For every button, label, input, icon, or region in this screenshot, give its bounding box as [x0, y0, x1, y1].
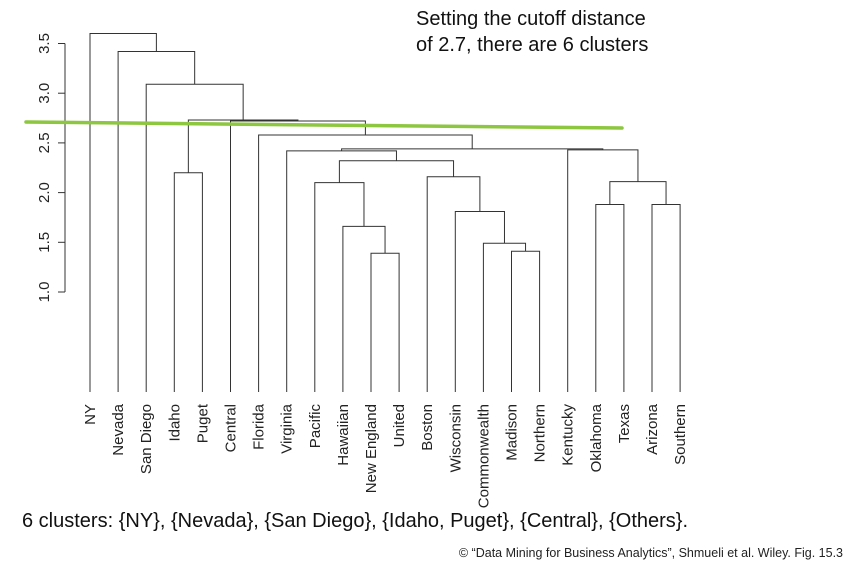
leaf-label-new-england: New England — [363, 404, 380, 493]
y-tick-label-1-5: 1.5 — [36, 232, 53, 253]
leaf-label-oklahoma: Oklahoma — [588, 403, 605, 472]
merge-link-10 — [173, 172, 203, 392]
leaf-label-arizona: Arizona — [644, 403, 661, 455]
merge-link-3 — [482, 242, 527, 392]
y-tick-label-2-0: 2.0 — [36, 182, 53, 203]
leaf-label-hawaiian: Hawaiian — [335, 404, 352, 466]
leaf-label-san-diego: San Diego — [138, 404, 155, 474]
merge-link-5 — [595, 204, 625, 392]
merge-link-16 — [230, 120, 366, 392]
leaf-label-idaho: Idaho — [166, 404, 183, 442]
merge-link-1 — [511, 250, 541, 392]
leaf-label-virginia: Virginia — [279, 403, 296, 453]
dendrogram-chart: 1.0 1.5 2.0 2.5 3.0 3.5 NY Nevada San Diego Idaho… — [24, 33, 689, 508]
leaf-label-central: Central — [223, 404, 240, 452]
y-tick-label-3-0: 3.0 — [36, 83, 53, 104]
merge-link-6 — [651, 204, 681, 392]
leaf-label-boston: Boston — [419, 404, 436, 451]
cutoff-line — [24, 120, 624, 130]
y-tick-label-1-0: 1.0 — [36, 282, 53, 303]
leaf-label-florida: Florida — [251, 403, 268, 450]
leaf-label-nevada: Nevada — [110, 403, 127, 455]
clusters-caption: 6 clusters: {NY}, {Nevada}, {San Diego},… — [22, 510, 689, 532]
merge-link-0 — [370, 252, 400, 392]
leaf-label-commonwealth: Commonwealth — [475, 404, 492, 508]
cutoff-annotation: Setting the cutoff distance of 2.7, ther… — [416, 8, 649, 56]
leaf-label-pacific: Pacific — [307, 404, 324, 449]
merge-link-4 — [454, 210, 505, 392]
leaf-label-northern: Northern — [532, 404, 549, 462]
leaf-label-wisconsin: Wisconsin — [447, 404, 464, 472]
merge-link-18 — [145, 83, 244, 392]
y-tick-label-2-5: 2.5 — [36, 132, 53, 153]
leaf-label-madison: Madison — [504, 404, 521, 461]
merge-link-15 — [258, 134, 473, 392]
merge-link-13 — [567, 149, 639, 392]
merge-link-8 — [609, 181, 667, 205]
leaf-label-kentucky: Kentucky — [560, 404, 577, 466]
merge-link-2 — [342, 225, 386, 392]
leaf-label-texas: Texas — [616, 404, 633, 443]
merge-link-19 — [117, 50, 196, 392]
leaf-label-puget: Puget — [194, 403, 211, 443]
y-tick-label-3-5: 3.5 — [36, 33, 53, 54]
leaf-label-southern: Southern — [672, 404, 689, 465]
merge-link-12 — [286, 150, 397, 392]
leaf-label-ny: NY — [82, 404, 99, 425]
merge-link-7 — [314, 182, 365, 392]
leaf-label-united: United — [391, 404, 408, 447]
merge-link-11 — [338, 160, 455, 183]
source-credit: © “Data Mining for Business Analytics”, … — [458, 546, 843, 560]
merge-link-20 — [89, 33, 157, 392]
merge-link-9 — [426, 176, 481, 392]
merge-link-17 — [187, 119, 299, 173]
